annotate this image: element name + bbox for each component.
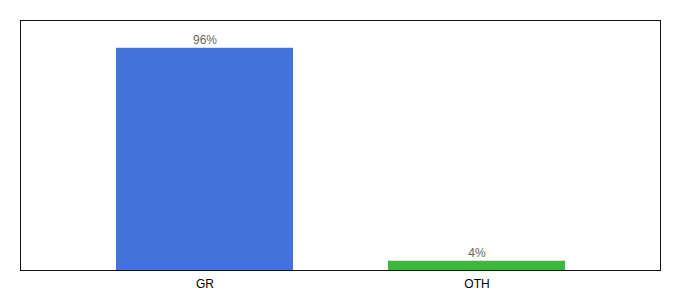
svg-text:4%: 4% xyxy=(468,246,486,260)
svg-text:GR: GR xyxy=(196,277,214,291)
svg-text:96%: 96% xyxy=(193,33,217,47)
svg-text:OTH: OTH xyxy=(464,277,489,291)
